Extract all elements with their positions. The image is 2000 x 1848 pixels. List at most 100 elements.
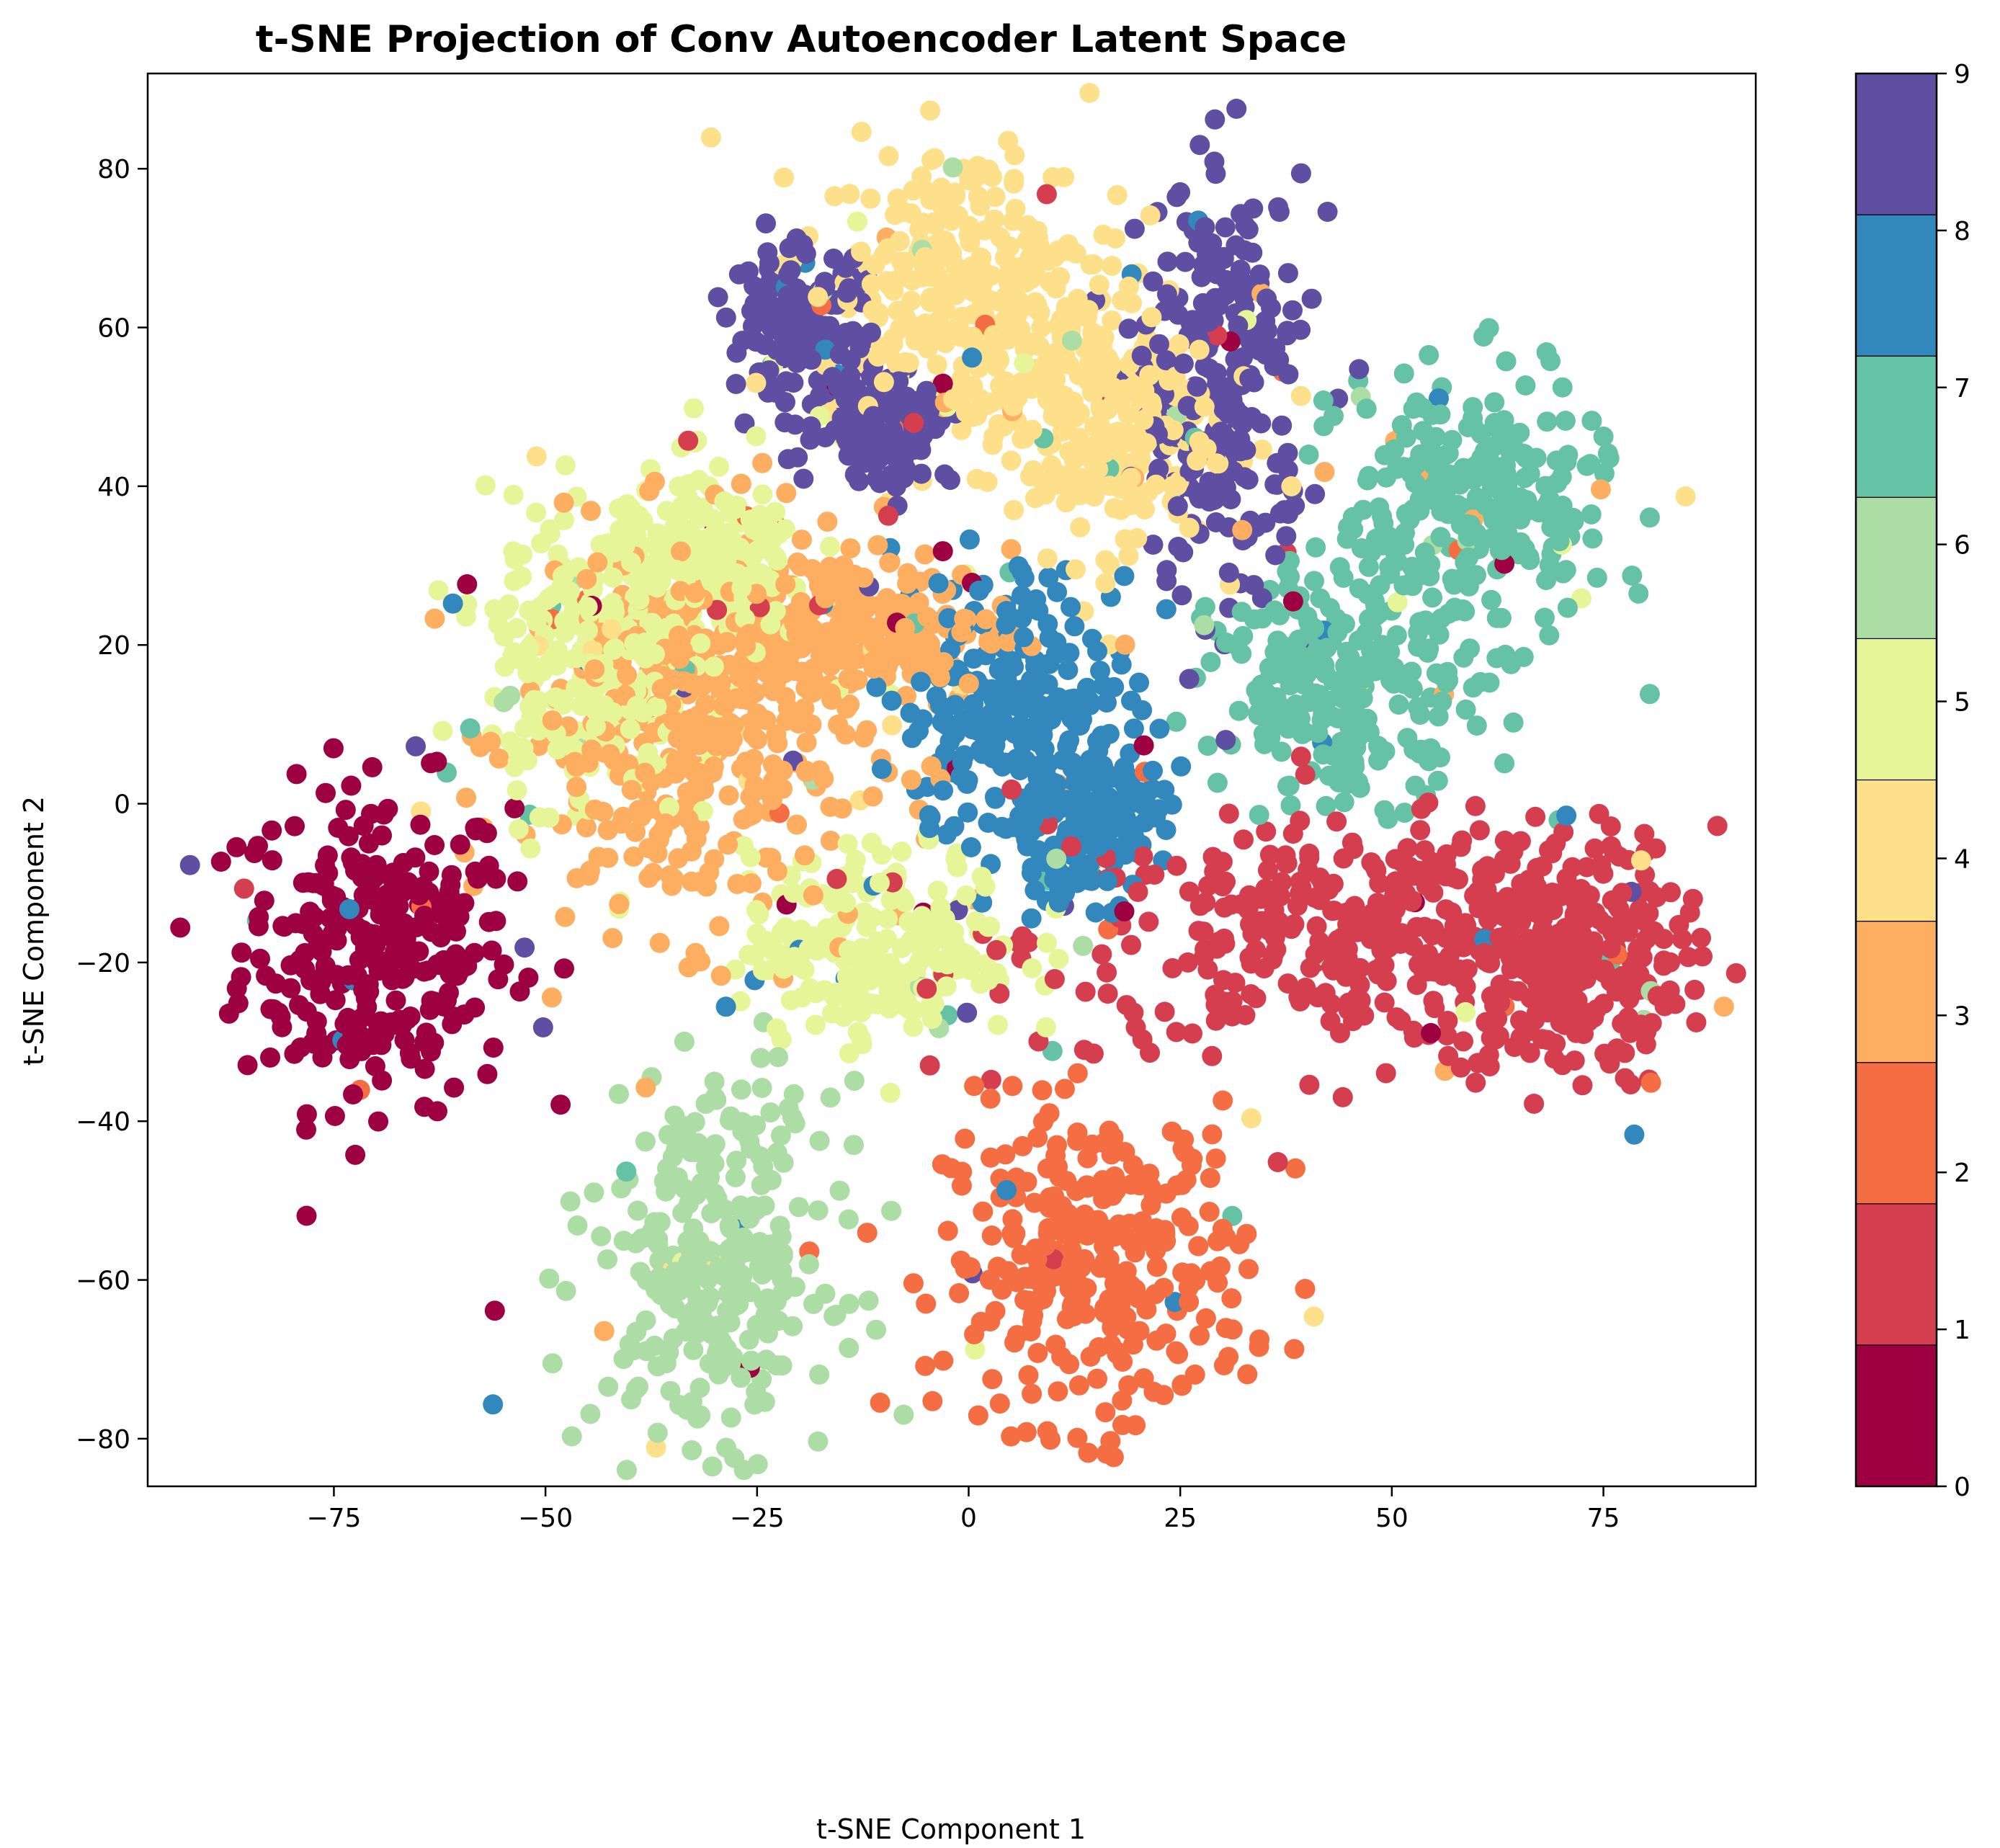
scatter-point — [586, 716, 606, 737]
scatter-point — [1132, 1211, 1153, 1232]
scatter-point — [1061, 330, 1082, 351]
scatter-point — [1494, 410, 1514, 431]
scatter-point — [1189, 896, 1210, 916]
scatter-point — [1356, 398, 1377, 419]
scatter-point — [1265, 545, 1286, 566]
plot-frame — [146, 72, 1757, 1488]
scatter-point — [1546, 498, 1567, 519]
scatter-point — [727, 874, 748, 894]
scatter-point — [1195, 597, 1215, 617]
scatter-point — [1581, 504, 1602, 525]
scatter-point — [1490, 992, 1511, 1013]
scatter-point — [1313, 703, 1334, 724]
scatter-point — [1185, 1270, 1206, 1291]
scatter-point — [1410, 820, 1431, 841]
scatter-point — [609, 893, 630, 914]
scatter-point — [483, 1037, 504, 1058]
scatter-point — [226, 836, 247, 857]
scatter-point — [1266, 939, 1287, 960]
scatter-point — [1061, 836, 1081, 857]
scatter-point — [752, 960, 773, 981]
scatter-point — [649, 1267, 670, 1287]
colorbar-tick-label: 4 — [1954, 844, 1970, 874]
scatter-point — [1576, 455, 1597, 476]
scatter-point — [1218, 803, 1239, 824]
scatter-point — [742, 316, 763, 336]
scatter-point — [1238, 891, 1259, 912]
scatter-point — [358, 889, 379, 909]
scatter-point — [414, 1097, 434, 1117]
scatter-point — [766, 1291, 787, 1312]
scatter-point — [1329, 931, 1349, 952]
scatter-point — [1251, 588, 1272, 609]
scatter-point — [999, 256, 1020, 277]
scatter-point — [483, 1394, 504, 1415]
scatter-point — [725, 1296, 745, 1316]
scatter-point — [1443, 932, 1464, 952]
scatter-point — [1525, 968, 1546, 989]
scatter-point — [1121, 934, 1141, 955]
scatter-point — [1494, 753, 1515, 774]
scatter-point — [1146, 1256, 1167, 1277]
scatter-point — [754, 1391, 775, 1412]
scatter-point — [1115, 844, 1135, 865]
scatter-point — [1149, 718, 1170, 739]
scatter-point — [978, 813, 999, 833]
scatter-point — [249, 906, 269, 927]
scatter-point — [1127, 528, 1148, 548]
scatter-point — [1117, 432, 1138, 452]
scatter-point — [1265, 919, 1286, 939]
scatter-point — [231, 967, 251, 988]
scatter-point — [849, 977, 870, 998]
scatter-point — [444, 1077, 465, 1098]
scatter-point — [248, 836, 268, 857]
scatter-point — [1067, 872, 1088, 893]
scatter-point — [921, 756, 942, 777]
scatter-point — [998, 130, 1019, 151]
scatter-point — [768, 1047, 788, 1068]
scatter-point — [1282, 300, 1303, 321]
scatter-point — [428, 580, 449, 601]
scatter-point — [1540, 996, 1561, 1017]
scatter-point — [757, 242, 778, 263]
scatter-point — [731, 473, 751, 494]
scatter-point — [1512, 900, 1533, 921]
scatter-point — [1421, 1022, 1442, 1043]
scatter-point — [1540, 351, 1561, 372]
scatter-point — [1054, 166, 1074, 187]
scatter-point — [977, 471, 998, 492]
scatter-point — [576, 568, 597, 589]
scatter-point — [1393, 575, 1414, 596]
scatter-point — [1329, 557, 1350, 578]
scatter-point — [567, 1215, 588, 1236]
scatter-point — [1427, 770, 1448, 791]
scatter-point — [586, 700, 606, 721]
scatter-point — [1002, 1076, 1023, 1097]
scatter-point — [1210, 1256, 1231, 1277]
scatter-point — [746, 372, 767, 393]
scatter-point — [881, 690, 902, 711]
scatter-point — [1055, 1079, 1075, 1099]
scatter-point — [1566, 893, 1586, 914]
scatter-point — [1612, 883, 1633, 903]
scatter-point — [1692, 946, 1713, 967]
scatter-point — [1079, 854, 1100, 875]
scatter-point — [996, 1180, 1017, 1200]
scatter-point — [548, 544, 568, 565]
scatter-point — [751, 1078, 772, 1098]
scatter-point — [1114, 566, 1135, 586]
scatter-point — [944, 816, 965, 837]
colorbar-tick-label: 8 — [1954, 217, 1970, 246]
scatter-point — [1020, 466, 1040, 487]
scatter-point — [1271, 741, 1292, 762]
scatter-point — [1133, 410, 1154, 430]
scatter-point — [1059, 1354, 1080, 1375]
scatter-point — [934, 464, 955, 485]
scatter-point — [1033, 1111, 1053, 1132]
scatter-point — [783, 1084, 804, 1104]
scatter-point — [822, 367, 843, 388]
scatter-point — [978, 631, 999, 652]
scatter-point — [406, 736, 426, 756]
scatter-point — [519, 600, 540, 621]
scatter-point — [1128, 882, 1148, 902]
